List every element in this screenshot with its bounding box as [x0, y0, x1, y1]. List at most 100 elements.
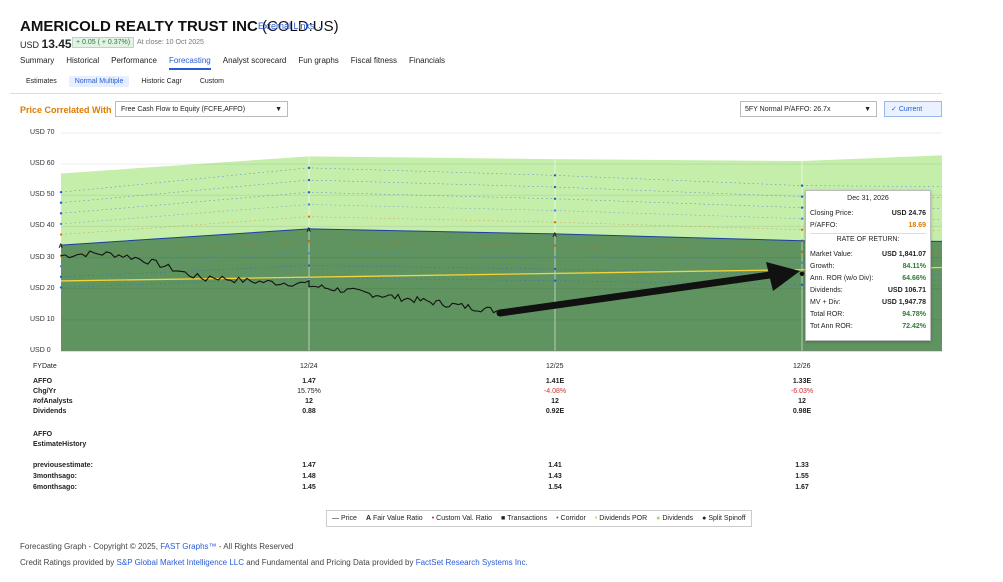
table-row: #ofAnalysts 12 12 12 — [0, 398, 1003, 408]
multiple-select[interactable]: 5FY Normal P/AFFO: 26.7x ▼ — [740, 101, 877, 117]
corridor-point — [59, 233, 63, 236]
cell: 1.55 — [795, 473, 809, 480]
cell: 1.47 — [302, 462, 316, 469]
legend-item-dividends-por[interactable]: • Dividends POR — [594, 515, 648, 522]
corridor-point — [800, 261, 804, 265]
cell: 1.43 — [548, 473, 562, 480]
tab-fiscal-fitness[interactable]: Fiscal fitness — [350, 56, 398, 65]
tooltip-label: Closing Price: — [810, 209, 854, 217]
price-display: USD 13.45 — [20, 37, 72, 51]
company-title: AMERICOLD REALTY TRUST INC (COLD:US) — [20, 18, 339, 35]
header-divider — [10, 93, 942, 94]
corridor-point — [59, 212, 63, 215]
factset-link[interactable]: FactSet Research Systems Inc. — [415, 558, 528, 567]
x-tick-label: 12/26 — [793, 363, 811, 370]
tab-financials[interactable]: Financials — [409, 56, 446, 65]
tab-summary[interactable]: Summary — [20, 56, 55, 65]
corridor-point — [59, 286, 63, 289]
row-label: #ofAnalysts — [33, 398, 73, 405]
fair-value-marker: A — [59, 244, 64, 250]
row-label: AFFO — [33, 378, 53, 385]
subtab-estimates[interactable]: Estimates — [26, 78, 57, 85]
tab-performance[interactable]: Performance — [111, 56, 157, 65]
current-button[interactable]: ✓ Current — [884, 101, 942, 117]
tooltip-value: USD 106.71 — [887, 286, 926, 294]
corridor-point — [553, 256, 557, 259]
corridor-point — [307, 191, 311, 194]
fastgraphs-link[interactable]: FAST Graphs™ — [160, 542, 217, 551]
tooltip-value: 94.78% — [902, 310, 926, 318]
cell: 12 — [551, 398, 559, 405]
legend-item-fair-value[interactable]: A Fair Value Ratio — [365, 515, 423, 522]
corridor-point — [800, 283, 804, 287]
legend-item-corridor[interactable]: • Corridor — [556, 515, 586, 522]
table-row: 3monthsago: 1.48 1.43 1.55 — [0, 473, 1003, 483]
cell: -4.08% — [543, 388, 567, 395]
y-tick-label: USD 70 — [30, 129, 55, 136]
external-links-label: External Links — [258, 21, 315, 31]
corridor-point — [307, 264, 311, 267]
corridor-point — [800, 228, 804, 231]
caret-down-icon: ▼ — [864, 106, 871, 113]
subtab-historic-cagr[interactable]: Historic Cagr — [141, 78, 182, 85]
tooltip-value: USD 24.76 — [891, 209, 926, 217]
corridor-point — [307, 215, 311, 218]
tooltip-label: Total ROR: — [810, 310, 845, 318]
annotation-arrow-shaft — [496, 271, 774, 317]
legend-item-custom-val[interactable]: • Custom Val. Ratio — [431, 515, 493, 522]
tooltip-divider — [810, 233, 926, 234]
copyright-footer: Forecasting Graph - Copyright © 2025, FA… — [20, 542, 293, 551]
metric-select[interactable]: Free Cash Flow to Equity (FCFE,AFFO) ▼ — [115, 101, 288, 117]
cell: 1.48 — [302, 473, 316, 480]
cell: 1.41E — [545, 378, 565, 385]
corridor-point — [59, 190, 63, 194]
company-name: AMERICOLD REALTY TRUST INC — [20, 18, 258, 35]
y-tick-label: USD 30 — [30, 254, 55, 261]
corridor-point — [553, 220, 557, 224]
corridor-point — [59, 201, 63, 204]
tab-forecasting[interactable]: Forecasting — [168, 56, 211, 70]
corridor-point — [59, 222, 63, 226]
corridor-point — [553, 279, 557, 282]
legend-label: Split Spinoff — [708, 515, 746, 522]
corridor-point — [800, 195, 804, 198]
credits-footer: Credit Ratings provided by S&P Global Ma… — [20, 558, 528, 567]
subtab-normal-multiple[interactable]: Normal Multiple — [68, 76, 130, 87]
tab-analyst-scorecard[interactable]: Analyst scorecard — [222, 56, 287, 65]
legend-item-dividends[interactable]: ● Dividends — [656, 515, 694, 522]
cell: 1.33 — [795, 462, 809, 469]
cell: 1.67 — [795, 484, 809, 491]
footer-text: - All Rights Reserved — [218, 542, 294, 551]
fair-value-marker: A — [553, 233, 558, 239]
history-title: AFFO — [33, 431, 53, 438]
cell: 1.47 — [302, 378, 316, 385]
corridor-point — [553, 267, 557, 271]
cell: 12 — [305, 398, 313, 405]
legend-item-transactions[interactable]: ■ Transactions — [501, 515, 548, 522]
corridor-point — [800, 184, 804, 187]
price-line — [60, 250, 501, 315]
price-point — [799, 271, 805, 276]
annotation-arrow-head — [766, 262, 800, 291]
sp-global-link[interactable]: S&P Global Market Intelligence LLC — [116, 558, 244, 567]
legend-label: Fair Value Ratio — [373, 515, 423, 522]
tab-fun-graphs[interactable]: Fun graphs — [298, 56, 339, 65]
external-links-button[interactable]: External Links ⌄ — [258, 21, 325, 32]
chart-legend: — Price A Fair Value Ratio • Custom Val. Ra… — [326, 510, 752, 527]
corridor-point — [307, 166, 311, 170]
close-info: At close: 10 Oct 2025 — [137, 39, 204, 46]
legend-item-price[interactable]: — Price — [332, 515, 357, 522]
cell: 1.33E — [792, 378, 812, 385]
subtab-custom[interactable]: Custom — [199, 78, 224, 85]
row-label: Dividends — [33, 408, 67, 415]
chevron-down-icon: ⌄ — [317, 21, 325, 31]
legend-item-split-spinoff[interactable]: ● Split Spinoff — [702, 515, 746, 522]
tab-historical[interactable]: Historical — [66, 56, 100, 65]
footer-text: Forecasting Graph - Copyright © 2025, — [20, 542, 158, 551]
tooltip-value: 18.69 — [908, 221, 926, 229]
tooltip-value: 64.66% — [902, 274, 926, 282]
legend-label: Dividends — [662, 515, 694, 522]
legend-label: Price — [341, 515, 357, 522]
legend-label: Corridor — [560, 515, 586, 522]
